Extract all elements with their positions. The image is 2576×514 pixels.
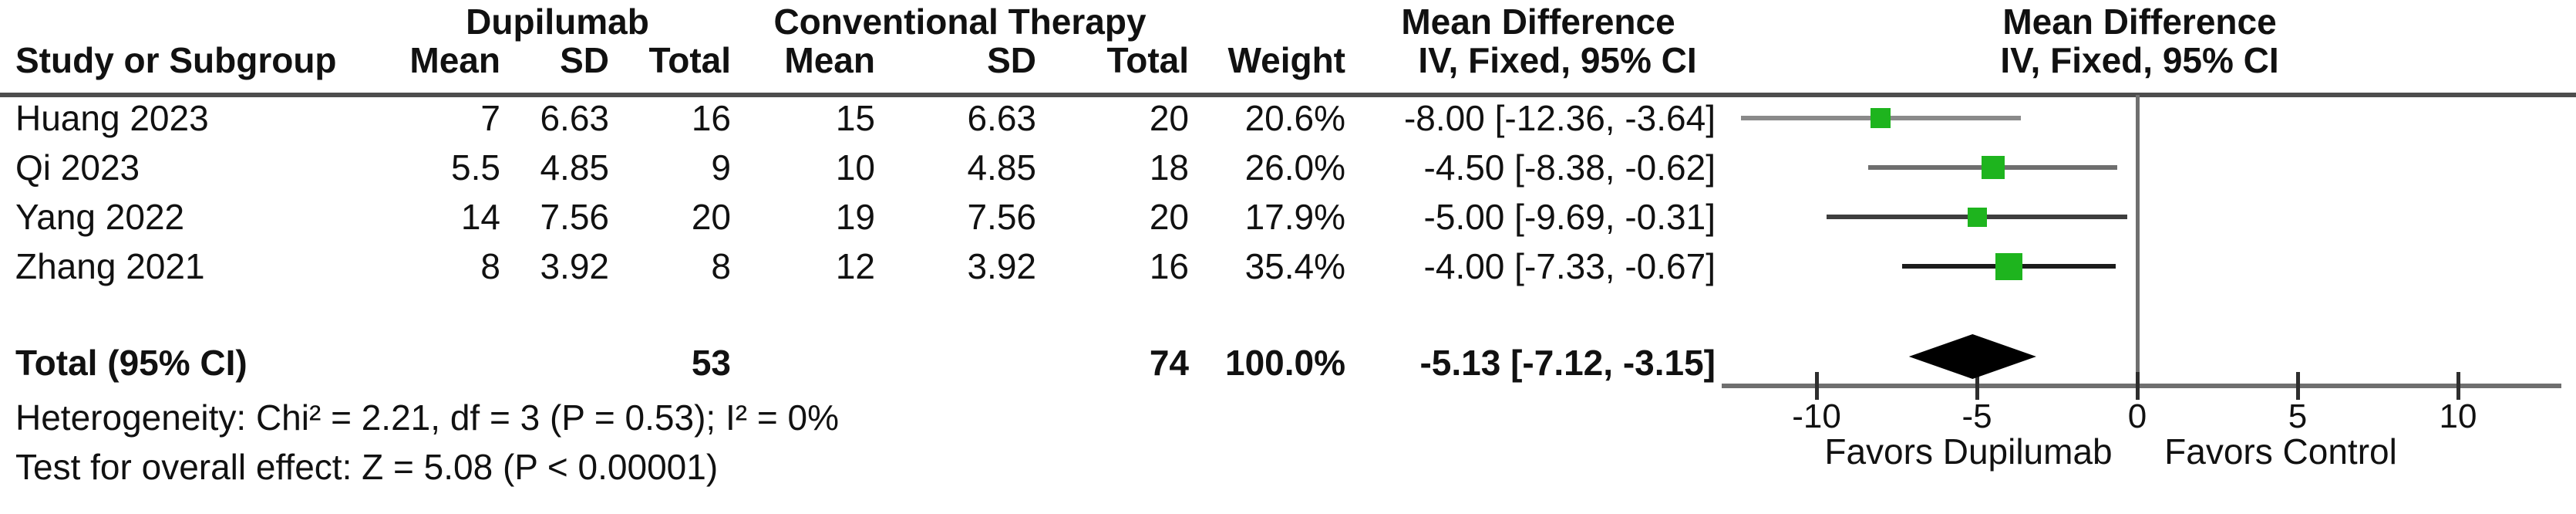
- col-header-study: Study or Subgroup: [15, 40, 337, 80]
- weight-value: 17.9%: [1244, 197, 1345, 237]
- x-axis-tick: [2296, 372, 2300, 400]
- x-axis-tick-label: 5: [2288, 397, 2308, 435]
- total-weight: 100.0%: [1224, 343, 1345, 383]
- pooled-effect-diamond: [1908, 334, 2036, 379]
- effect-square: [1995, 252, 2023, 280]
- mean-ctl: 15: [835, 98, 875, 138]
- effect-square: [1967, 207, 1987, 227]
- sd-ctl: 3.92: [967, 246, 1036, 286]
- plot-title: Mean Difference: [2002, 2, 2277, 42]
- total-n-exp: 53: [691, 343, 731, 383]
- group-header-control: Conventional Therapy: [773, 2, 1147, 42]
- study-label: Zhang 2021: [15, 246, 205, 286]
- header-separator-line: [0, 93, 2576, 97]
- total-exp: 20: [691, 197, 731, 237]
- x-axis-line: [1721, 384, 2561, 388]
- total-n-ctl: 74: [1149, 343, 1189, 383]
- favors-left-label: Favors Dupilumab: [1824, 431, 2113, 472]
- sd-exp: 3.92: [540, 246, 609, 286]
- study-label: Yang 2022: [15, 197, 185, 237]
- group-header-experimental: Dupilumab: [466, 2, 649, 42]
- col-header-weight: Weight: [1227, 40, 1345, 80]
- mean-exp: 8: [480, 246, 500, 286]
- x-axis-tick: [1815, 372, 1819, 400]
- mean-ctl: 19: [835, 197, 875, 237]
- effect-square: [1981, 156, 2005, 179]
- sd-ctl: 4.85: [967, 147, 1036, 188]
- weight-value: 35.4%: [1244, 246, 1345, 286]
- total-ctl: 20: [1149, 98, 1189, 138]
- mean-ctl: 10: [835, 147, 875, 188]
- x-axis-tick-label: -10: [1792, 397, 1841, 435]
- sd-exp: 6.63: [540, 98, 609, 138]
- md-column-title: Mean Difference: [1401, 2, 1675, 42]
- overall-effect-text: Test for overall effect: Z = 5.08 (P < 0…: [15, 447, 719, 487]
- total-ctl: 16: [1149, 246, 1189, 286]
- col-header-sd-exp: SD: [560, 40, 609, 80]
- x-axis-tick-label: 0: [2127, 397, 2147, 435]
- ci-value: -4.50 [-8.38, -0.62]: [1423, 147, 1716, 188]
- total-exp: 8: [711, 246, 731, 286]
- mean-exp: 14: [460, 197, 500, 237]
- mean-ctl: 12: [835, 246, 875, 286]
- weight-value: 26.0%: [1244, 147, 1345, 188]
- plot-subtitle: IV, Fixed, 95% CI: [2000, 40, 2279, 80]
- col-header-mean-ctl: Mean: [784, 40, 875, 80]
- effect-square: [1871, 108, 1891, 128]
- zero-reference-line: [2136, 95, 2140, 386]
- heterogeneity-text: Heterogeneity: Chi² = 2.21, df = 3 (P = …: [15, 397, 839, 438]
- x-axis-tick-label: -5: [1961, 397, 1992, 435]
- total-exp: 16: [691, 98, 731, 138]
- x-axis-tick: [2456, 372, 2460, 400]
- total-ci: -5.13 [-7.12, -3.15]: [1419, 343, 1716, 383]
- total-exp: 9: [711, 147, 731, 188]
- x-axis-tick: [1975, 372, 1979, 400]
- col-header-total-exp: Total: [648, 40, 731, 80]
- sd-ctl: 6.63: [967, 98, 1036, 138]
- col-header-ci: IV, Fixed, 95% CI: [1418, 40, 1697, 80]
- col-header-sd-ctl: SD: [987, 40, 1036, 80]
- study-label: Huang 2023: [15, 98, 209, 138]
- col-header-total-ctl: Total: [1106, 40, 1189, 80]
- mean-exp: 7: [480, 98, 500, 138]
- x-axis-tick: [2136, 372, 2140, 400]
- mean-exp: 5.5: [451, 147, 500, 188]
- sd-ctl: 7.56: [967, 197, 1036, 237]
- sd-exp: 7.56: [540, 197, 609, 237]
- weight-value: 20.6%: [1244, 98, 1345, 138]
- total-label: Total (95% CI): [15, 343, 247, 383]
- ci-value: -5.00 [-9.69, -0.31]: [1423, 197, 1716, 237]
- total-ctl: 18: [1149, 147, 1189, 188]
- favors-right-label: Favors Control: [2164, 431, 2397, 472]
- col-header-mean-exp: Mean: [409, 40, 500, 80]
- x-axis-tick-label: 10: [2439, 397, 2477, 435]
- sd-exp: 4.85: [540, 147, 609, 188]
- total-ctl: 20: [1149, 197, 1189, 237]
- ci-value: -8.00 [-12.36, -3.64]: [1403, 98, 1716, 138]
- ci-value: -4.00 [-7.33, -0.67]: [1423, 246, 1716, 286]
- study-label: Qi 2023: [15, 147, 140, 188]
